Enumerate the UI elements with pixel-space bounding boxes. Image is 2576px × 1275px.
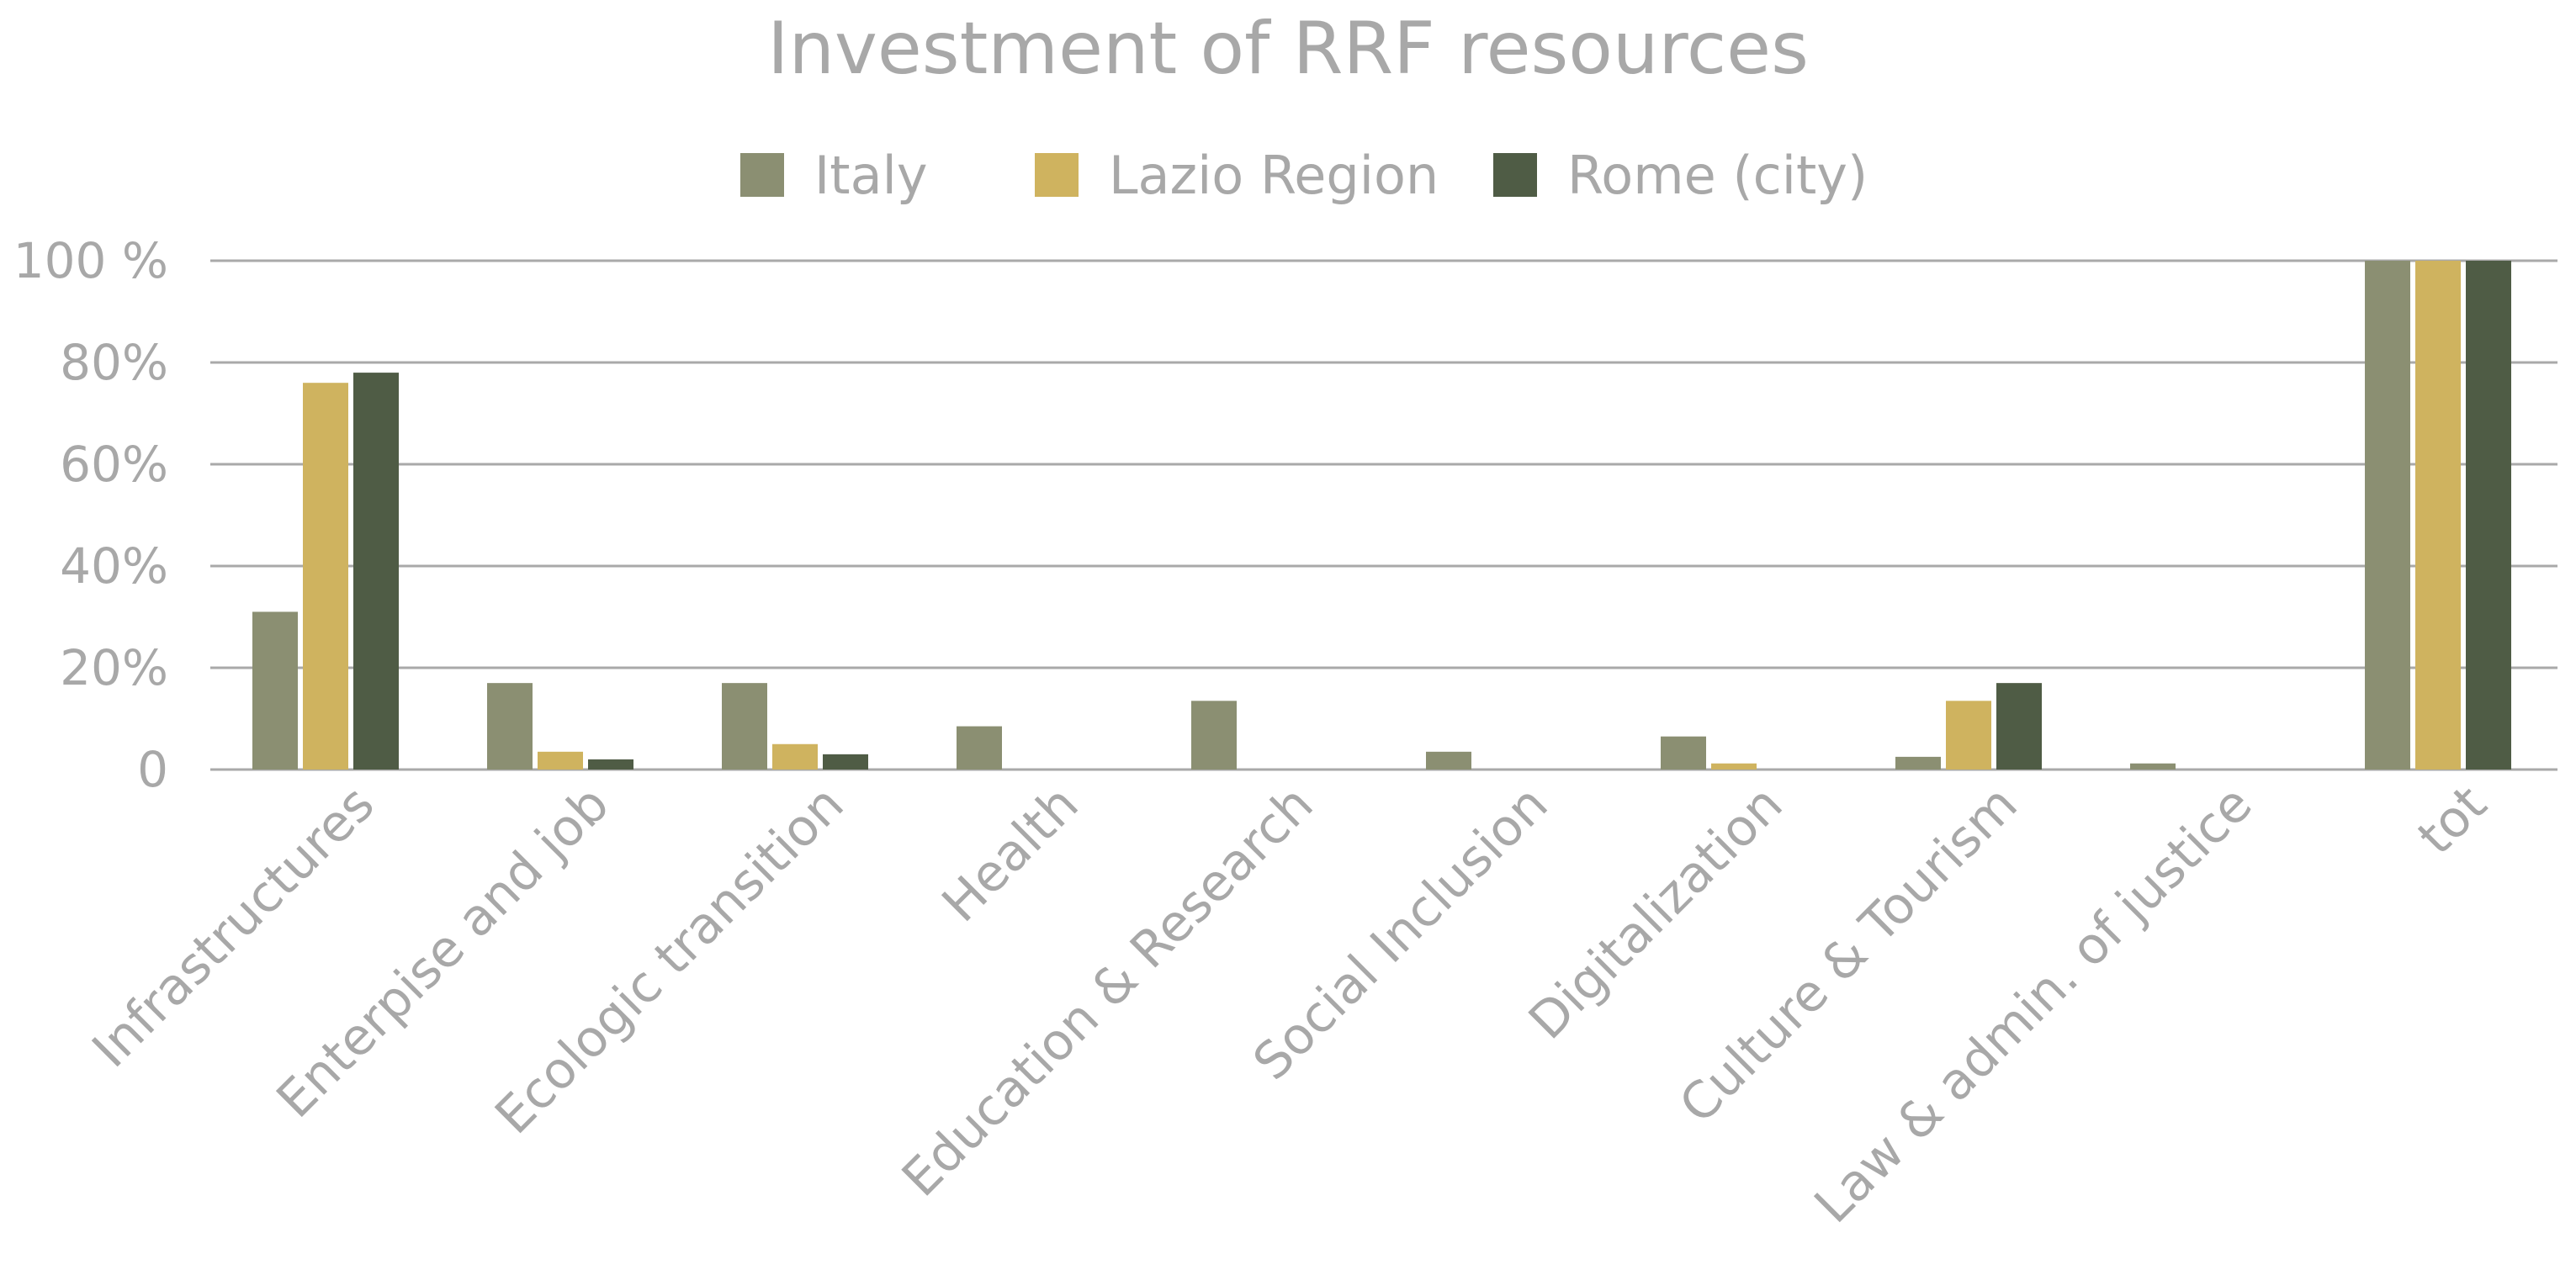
legend-label: Lazio Region xyxy=(1109,145,1439,206)
y-tick-label: 40% xyxy=(60,537,168,595)
bar xyxy=(1711,763,1757,770)
bar xyxy=(1191,701,1237,770)
legend-swatch xyxy=(740,153,784,197)
bar xyxy=(487,683,533,770)
legend-label: Italy xyxy=(814,145,928,206)
bar xyxy=(1895,756,1941,770)
bar xyxy=(823,754,868,770)
bar xyxy=(722,683,767,770)
bar xyxy=(772,743,818,770)
bar xyxy=(538,751,583,770)
gridlines xyxy=(210,259,2557,771)
bar xyxy=(1946,701,1991,770)
bar xyxy=(1426,751,1471,770)
bar xyxy=(252,611,298,770)
y-tick-label: 0 xyxy=(137,741,168,798)
legend-swatch xyxy=(1493,153,1537,197)
y-tick-label: 60% xyxy=(60,436,168,493)
legend: Italy Lazio Region Rome (city) xyxy=(740,145,1868,206)
x-tick-label: Law & admin. of justice xyxy=(1804,775,2264,1235)
legend-label: Rome (city) xyxy=(1567,145,1868,206)
bar xyxy=(2415,261,2461,770)
bar xyxy=(2466,261,2511,770)
y-tick-label: 80% xyxy=(60,334,168,391)
y-tick-label: 20% xyxy=(60,639,168,696)
bar xyxy=(1661,736,1706,770)
x-tick-label: Education & Research xyxy=(891,775,1324,1208)
bar xyxy=(1996,683,2042,770)
bar xyxy=(2130,763,2176,770)
chart-title: Investment of RRF resources xyxy=(767,7,1809,91)
bars xyxy=(252,261,2511,770)
bar xyxy=(957,726,1002,770)
bar xyxy=(2365,261,2410,770)
y-axis: 0 20% 40% 60% 80% 100 % xyxy=(13,232,168,798)
bar xyxy=(303,383,348,770)
y-tick-label: 100 % xyxy=(13,232,168,289)
bar xyxy=(588,759,633,770)
x-tick-label: Health xyxy=(931,775,1090,934)
bar xyxy=(353,373,399,770)
x-tick-label: tot xyxy=(2407,775,2499,866)
legend-swatch xyxy=(1035,153,1079,197)
